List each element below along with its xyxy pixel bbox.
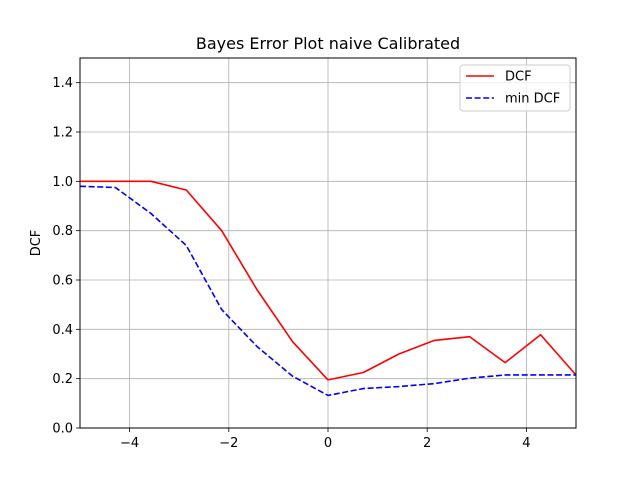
y-tick-label: 0.0 bbox=[52, 422, 73, 437]
legend: DCF min DCF bbox=[459, 64, 571, 112]
series-lines bbox=[79, 180, 577, 397]
x-tick-label: −2 bbox=[219, 436, 238, 451]
legend-label: DCF bbox=[505, 70, 532, 85]
chart-title: Bayes Error Plot naive Calibrated bbox=[196, 34, 460, 53]
grid bbox=[80, 58, 576, 429]
x-tick-label: 2 bbox=[423, 436, 431, 451]
y-tick-label: 1.0 bbox=[52, 175, 73, 190]
y-axis-label: DCF bbox=[29, 230, 44, 257]
x-tick-label: 0 bbox=[324, 436, 332, 451]
y-tick-label: 0.8 bbox=[52, 224, 73, 239]
series-line-dcf bbox=[80, 180, 577, 381]
y-tick-label: 0.6 bbox=[52, 274, 73, 289]
y-tick-label: 0.4 bbox=[52, 323, 73, 338]
y-tick-label: 0.2 bbox=[52, 372, 73, 387]
y-tick-label: 1.2 bbox=[52, 126, 73, 141]
x-tick-label: −4 bbox=[120, 436, 139, 451]
y-tick-label: 1.4 bbox=[52, 76, 73, 91]
x-tick-label: 4 bbox=[522, 436, 530, 451]
axis-ticks: −4 −2 0 2 4 0.0 0.2 0.4 0.6 0.8 1.0 1.2 1.4 bbox=[52, 76, 530, 451]
series-line-min-dcf bbox=[79, 185, 576, 397]
legend-label: min DCF bbox=[505, 92, 560, 107]
